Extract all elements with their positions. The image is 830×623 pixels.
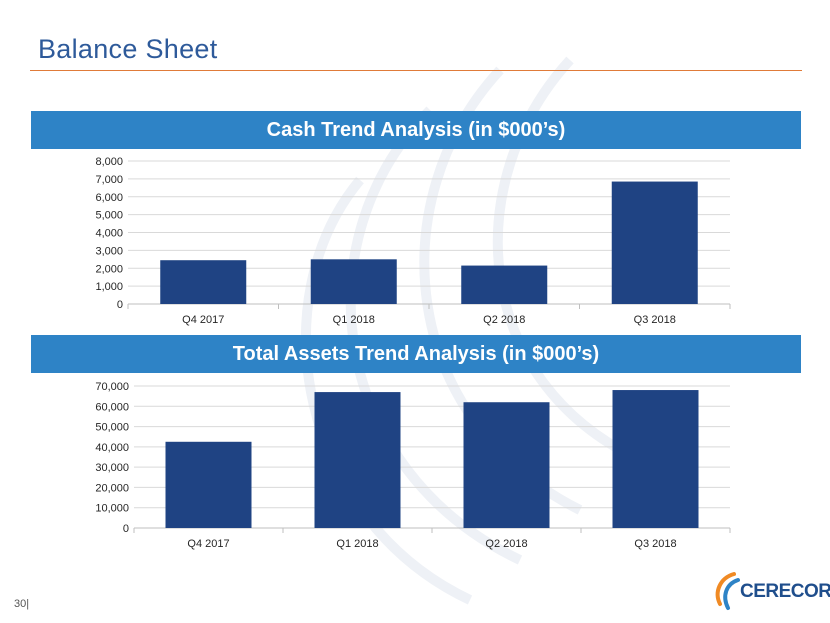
title-divider: [30, 70, 802, 71]
bar-q4-2017: [160, 260, 247, 304]
y-tick-label: 60,000: [95, 401, 129, 413]
logo-text: CERECOR: [740, 581, 830, 602]
bar-q2-2018: [461, 265, 548, 304]
slide-title: Balance Sheet: [38, 34, 218, 64]
bar-q3-2018: [611, 181, 698, 304]
x-tick-label: Q2 2018: [483, 314, 525, 326]
y-tick-label: 5,000: [95, 210, 123, 222]
assets-trend-chart: 0 10,000 20,000 30,000 40,000 50,000 60,000 70,…: [95, 381, 731, 550]
y-tick-label: 0: [117, 299, 123, 311]
page-number: 30|: [14, 598, 30, 610]
x-tick-label: Q1 2018: [333, 314, 375, 326]
bar-q2-2018: [463, 402, 550, 528]
x-tick-label: Q3 2018: [634, 538, 676, 550]
bar-q4-2017: [165, 441, 252, 528]
x-tick-label: Q4 2017: [182, 314, 224, 326]
y-tick-label: 4,000: [95, 228, 123, 240]
x-tick-label: Q1 2018: [336, 538, 378, 550]
x-tick-label: Q2 2018: [485, 538, 527, 550]
assets-chart-title: Total Assets Trend Analysis (in $000’s): [31, 335, 801, 373]
cerecor-logo-icon: [715, 572, 740, 610]
bar-q3-2018: [612, 390, 699, 528]
y-tick-label: 10,000: [95, 503, 129, 515]
x-tick-label: Q3 2018: [634, 314, 676, 326]
y-tick-label: 30,000: [95, 462, 129, 474]
y-tick-label: 50,000: [95, 422, 129, 434]
y-tick-label: 7,000: [95, 174, 123, 186]
bar-q1-2018: [314, 392, 401, 528]
cash-trend-chart: 0 1,000 2,000 3,000 4,000 5,000 6,000 7,000 8,00…: [95, 156, 731, 326]
y-tick-label: 70,000: [95, 381, 129, 393]
y-tick-label: 6,000: [95, 192, 123, 204]
y-tick-label: 1,000: [95, 281, 123, 293]
y-tick-label: 2,000: [95, 263, 123, 275]
y-tick-label: 8,000: [95, 156, 123, 168]
y-tick-label: 20,000: [95, 482, 129, 494]
y-tick-label: 3,000: [95, 245, 123, 257]
y-tick-label: 0: [123, 523, 129, 535]
bar-q1-2018: [310, 259, 397, 304]
y-tick-label: 40,000: [95, 442, 129, 454]
x-tick-label: Q4 2017: [187, 538, 229, 550]
cash-chart-title: Cash Trend Analysis (in $000’s): [31, 111, 801, 149]
